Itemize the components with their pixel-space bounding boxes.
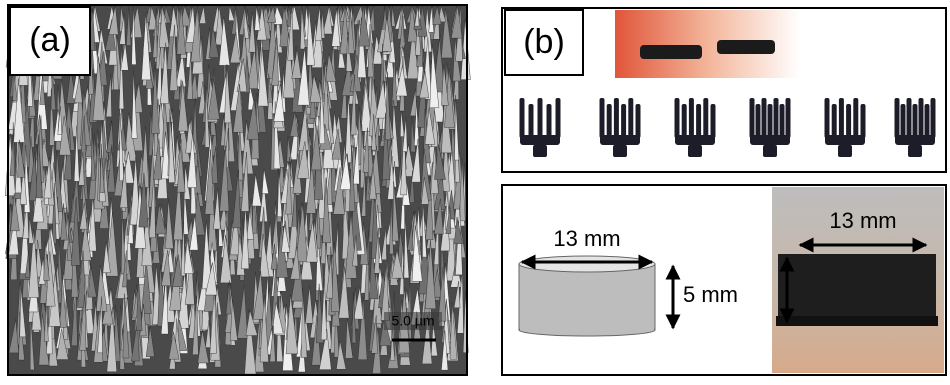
comb-pin: [832, 104, 837, 138]
comb-stem: [838, 145, 852, 157]
comb-pin: [774, 98, 779, 138]
comb-pin: [636, 104, 641, 138]
comb-stem: [688, 145, 702, 157]
comb-pin: [520, 98, 525, 138]
comb-pin: [538, 98, 543, 138]
panel-b-top: (b): [502, 8, 946, 172]
comb-pin: [768, 104, 773, 138]
comb-pin: [628, 98, 633, 138]
comb-pin: [895, 98, 900, 138]
comb-base: [600, 135, 640, 145]
cylinder-top: [519, 256, 655, 272]
cylinder-fill: [520, 320, 654, 330]
comb-pin: [711, 104, 716, 138]
comb-pin: [861, 104, 866, 138]
comb-pin: [853, 98, 858, 138]
panel-b-bottom: 13 mm 5 mm 13 mm: [502, 185, 946, 375]
comb-pin: [786, 98, 791, 138]
comb-base: [675, 135, 715, 145]
comb-pin: [696, 104, 701, 138]
comb-pin: [839, 98, 844, 138]
scale-bar-label: 5.0 µm: [391, 313, 434, 329]
dimension-label: 13 mm: [829, 208, 896, 233]
comb-pin: [907, 98, 912, 138]
comb-pin: [682, 104, 687, 138]
comb-pin: [600, 98, 605, 138]
comb-pin: [919, 98, 924, 138]
figure: (a) 5.0 µm (b) 13 mm 5 mm 13 mm: [0, 0, 950, 380]
panel-label: (a): [29, 21, 71, 59]
comb-pin: [780, 104, 785, 138]
comb-pin: [762, 98, 767, 138]
comb-pin: [756, 104, 761, 138]
comb-stem: [613, 145, 627, 157]
comb-pin: [614, 98, 619, 138]
comb-pin: [925, 104, 930, 138]
comb-stem: [763, 145, 777, 157]
comb-pin: [675, 98, 680, 138]
comb-pin: [556, 98, 561, 138]
comb-pin: [846, 104, 851, 138]
comb-pin: [703, 98, 708, 138]
comb-pin: [913, 104, 918, 138]
comb-pin: [607, 104, 612, 138]
comb-pin: [529, 104, 534, 138]
panel-a: (a) 5.0 µm: [5, 5, 470, 375]
panel-label: (b): [523, 23, 565, 61]
comb-pin: [931, 98, 936, 138]
dimension-label: 13 mm: [553, 226, 620, 251]
comb-pin: [621, 104, 626, 138]
comb-pin: [825, 98, 830, 138]
dimension-label: 5 mm: [683, 282, 738, 307]
black-cylinder: [778, 254, 936, 324]
comb-base: [825, 135, 865, 145]
comb-pin: [750, 98, 755, 138]
comb-stem: [533, 145, 547, 157]
cylinder-flange: [776, 316, 938, 326]
comb-pin: [547, 104, 552, 138]
comb-stem: [908, 145, 922, 157]
comb-pin: [901, 104, 906, 138]
comb-pin: [689, 98, 694, 138]
